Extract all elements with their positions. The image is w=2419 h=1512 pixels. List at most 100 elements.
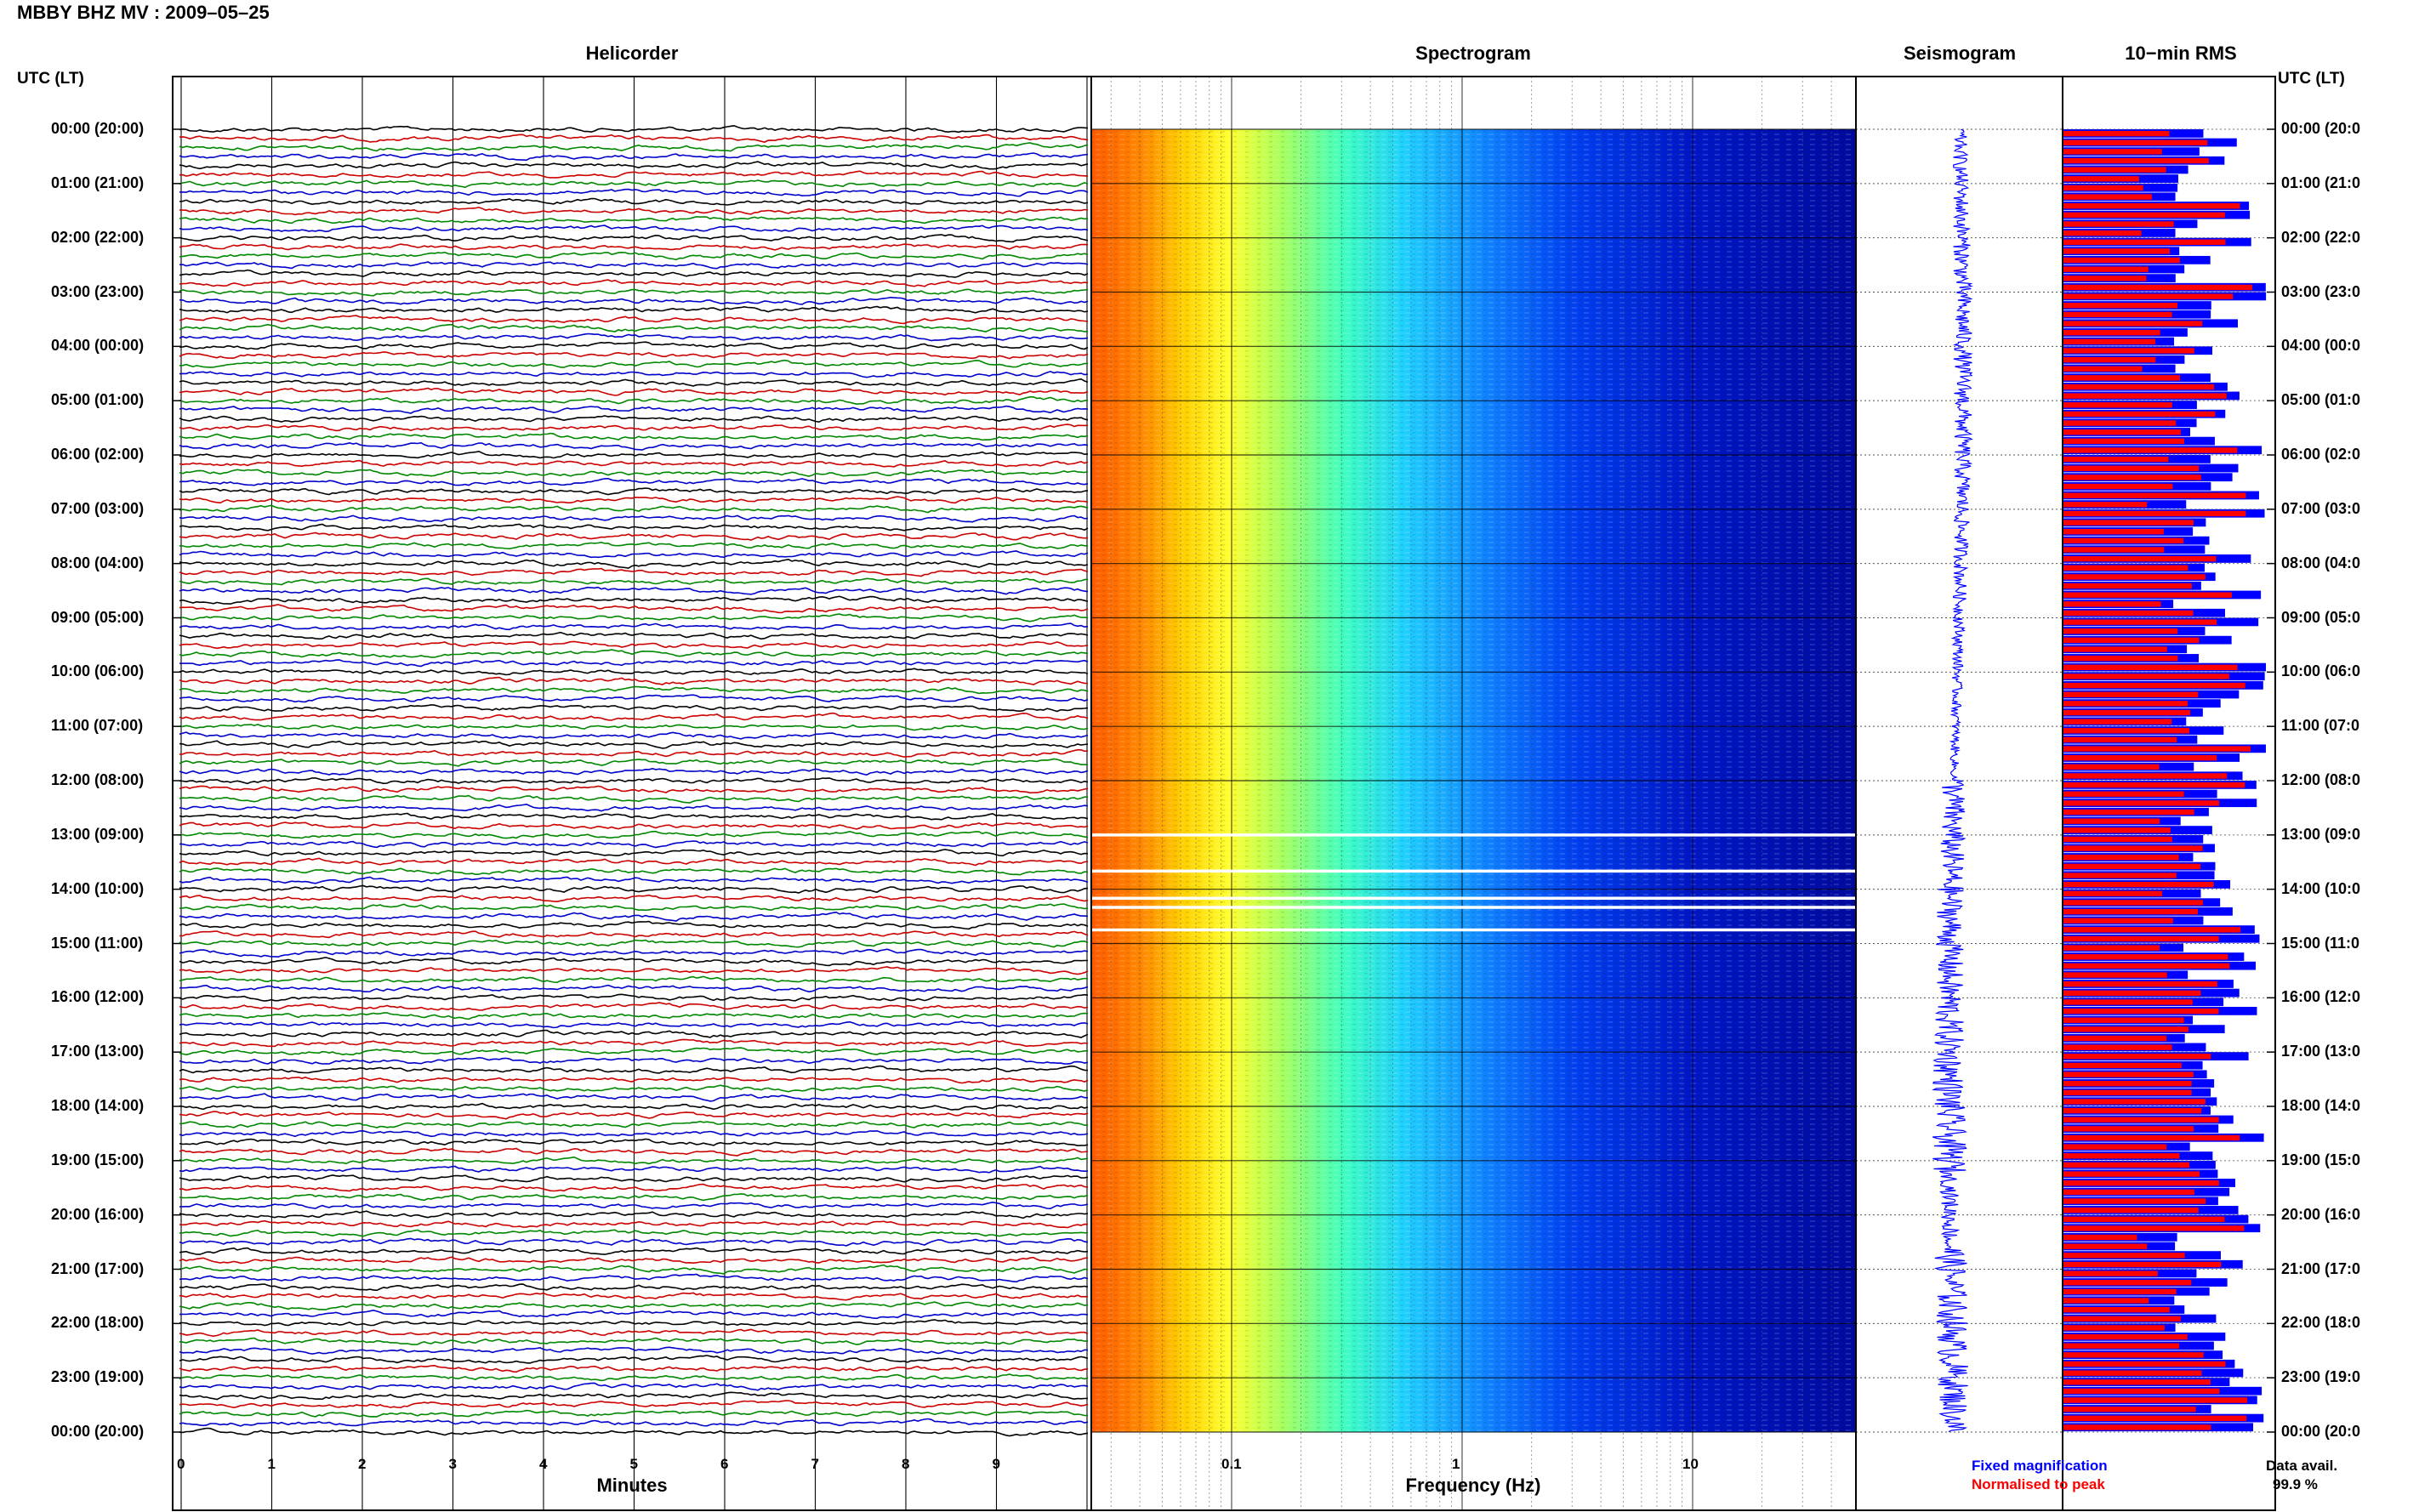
data-avail-value: 99.9 %	[2273, 1476, 2318, 1492]
rms-bar-normalised	[2063, 1107, 2202, 1114]
helicorder-trace	[179, 840, 1089, 849]
rms-bar-normalised	[2063, 384, 2215, 390]
helicorder-trace	[179, 1355, 1089, 1364]
helicorder-trace	[179, 586, 1089, 595]
helicorder-trace	[179, 694, 1089, 703]
time-label-left: 22:00 (18:00)	[51, 1314, 145, 1332]
rms-bar-normalised	[2063, 1288, 2177, 1295]
time-label-left: 05:00 (01:00)	[51, 391, 145, 409]
rms-bar-normalised	[2063, 601, 2161, 607]
rms-bar-normalised	[2063, 574, 2206, 580]
time-label-right: 23:00 (19:0	[2281, 1368, 2361, 1386]
helicorder-trace	[179, 631, 1089, 640]
rms-bar-normalised	[2063, 1054, 2211, 1060]
helicorder-trace	[179, 496, 1089, 504]
rms-bar-normalised	[2063, 438, 2184, 445]
helicorder-trace	[179, 261, 1089, 270]
rms-bar-normalised	[2063, 356, 2156, 363]
rms-bar-normalised	[2063, 701, 2188, 707]
helicorder-trace	[179, 1382, 1089, 1391]
helicorder-trace	[179, 731, 1089, 740]
rms-bar-normalised	[2063, 1008, 2219, 1015]
rms-bar-normalised	[2063, 945, 2160, 951]
time-label-right: 01:00 (21:0	[2281, 173, 2361, 191]
helicorder-trace	[179, 1076, 1089, 1084]
rms-bar-normalised	[2063, 1325, 2165, 1331]
helicorder-title: Helicorder	[585, 43, 679, 64]
rms-bar-normalised	[2063, 502, 2148, 508]
rms-panel	[2063, 77, 2275, 1510]
rms-bar-normalised	[2063, 908, 2198, 915]
helicorder-trace	[179, 767, 1089, 776]
helicorder-trace	[179, 415, 1089, 423]
helicorder-trace	[179, 504, 1089, 514]
helicorder-trace	[179, 821, 1089, 830]
rms-bar-normalised	[2063, 1280, 2192, 1286]
rms-bar-normalised	[2063, 547, 2165, 553]
time-label-left: 02:00 (22:00)	[51, 228, 145, 246]
helicorder-trace	[179, 550, 1089, 559]
time-label-left: 07:00 (03:00)	[51, 499, 145, 517]
time-label-left: 10:00 (06:00)	[51, 662, 145, 680]
helicorder-trace	[179, 1319, 1089, 1327]
time-label-right: 08:00 (04:0	[2281, 554, 2361, 571]
rms-bar-normalised	[2063, 483, 2173, 490]
time-label-left: 17:00 (13:00)	[51, 1043, 145, 1060]
time-label-right: 14:00 (10:0	[2281, 879, 2361, 897]
rms-bar-normalised	[2063, 565, 2188, 571]
helicorder-trace	[179, 1193, 1089, 1202]
helicorder-trace	[179, 876, 1089, 884]
helicorder-trace	[179, 1102, 1089, 1111]
helicorder-trace	[179, 1084, 1089, 1093]
rms-bar-normalised	[2063, 393, 2227, 399]
panel-frame	[2062, 76, 2276, 1511]
time-label-right: 15:00 (11:0	[2281, 934, 2360, 952]
helicorder-trace	[179, 777, 1089, 785]
rms-bar-normalised	[2063, 736, 2177, 743]
rms-bar-normalised	[2063, 203, 2240, 209]
rms-bar-normalised	[2063, 655, 2178, 662]
helicorder-trace	[179, 1346, 1088, 1355]
spectrogram-title: Spectrogram	[1415, 43, 1531, 64]
rms-bar-normalised	[2063, 836, 2172, 843]
rms-bar-normalised	[2063, 963, 2230, 969]
helicorder-trace	[179, 341, 1089, 350]
helicorder-trace	[179, 441, 1089, 451]
spectrogram-panel	[1091, 77, 1856, 1510]
helicorder-trace	[179, 920, 1089, 930]
rms-bar-normalised	[2063, 1388, 2220, 1395]
time-label-right: 22:00 (18:0	[2281, 1314, 2361, 1332]
rms-bar-normalised	[2063, 1316, 2181, 1322]
rms-bar-normalised	[2063, 809, 2194, 816]
helicorder-trace	[179, 1391, 1089, 1401]
time-label-left: 06:00 (02:00)	[51, 446, 145, 463]
time-label-right: 00:00 (20:0	[2281, 120, 2361, 137]
rms-bar-normalised	[2063, 475, 2201, 480]
rms-bar-normalised	[2063, 773, 2228, 779]
rms-bar-normalised	[2063, 329, 2160, 336]
rms-bar-normalised	[2063, 972, 2167, 978]
helicorder-trace	[179, 1138, 1089, 1147]
helicorder-trace	[179, 558, 1089, 569]
helicorder-trace	[179, 423, 1089, 432]
helicorder-trace	[179, 894, 1089, 903]
rms-bar-normalised	[2063, 1397, 2248, 1403]
rms-bar-normalised	[2063, 230, 2142, 236]
rms-bar-normalised	[2063, 1035, 2167, 1042]
time-label-right: 03:00 (23:0	[2281, 282, 2361, 300]
frequency-tick-label: 0.1	[1221, 1456, 1242, 1472]
time-label-left: 14:00 (10:00)	[51, 879, 145, 897]
rms-bar-normalised	[2063, 918, 2173, 924]
time-label-left: 19:00 (15:00)	[51, 1151, 145, 1168]
helicorder-trace	[179, 523, 1089, 531]
helicorder-trace	[179, 152, 1089, 162]
time-label-left: 16:00 (12:00)	[51, 988, 145, 1006]
helicorder-trace	[179, 305, 1089, 314]
helicorder-trace	[179, 243, 1089, 251]
rms-bar-normalised	[2063, 1270, 2158, 1276]
rms-bar-normalised	[2063, 1062, 2182, 1069]
helicorder-trace	[179, 387, 1089, 396]
helicorder-trace	[179, 622, 1089, 631]
helicorder-trace	[179, 1418, 1089, 1427]
helicorder-trace	[179, 279, 1089, 287]
